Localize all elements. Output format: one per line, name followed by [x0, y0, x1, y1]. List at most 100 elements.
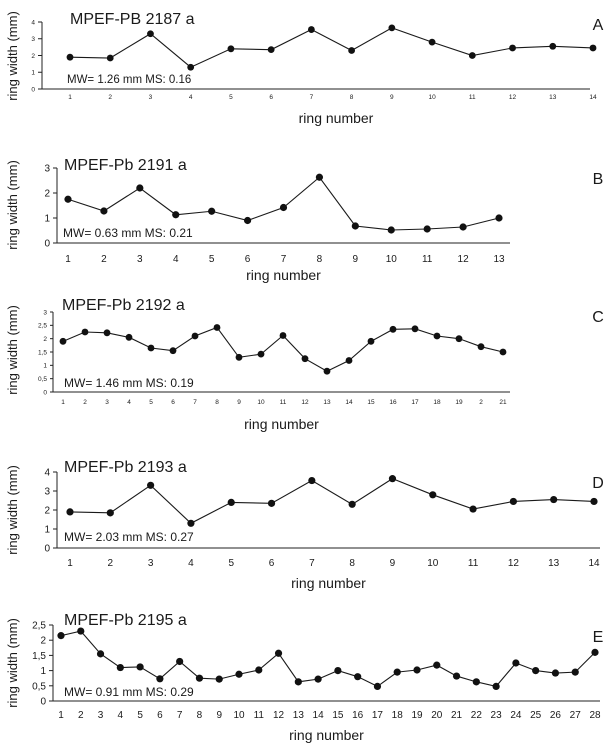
- x-tick-label: 7: [281, 254, 287, 265]
- data-point: [156, 675, 164, 683]
- x-tick-label: 10: [427, 558, 439, 569]
- data-point: [429, 491, 437, 499]
- data-point: [455, 335, 463, 343]
- data-point: [571, 668, 579, 676]
- y-tick-label: 0: [43, 389, 47, 396]
- x-tick-label: 10: [233, 710, 245, 721]
- panel-title: MPEF-Pb 2193 a: [64, 459, 187, 476]
- data-point: [66, 53, 74, 61]
- x-tick-label: 17: [411, 399, 419, 406]
- data-point: [208, 207, 216, 215]
- x-tick-label: 9: [390, 94, 394, 101]
- data-point: [147, 30, 154, 38]
- x-tick-label: 9: [237, 399, 241, 406]
- x-tick-label: 3: [148, 558, 154, 569]
- x-tick-label: 7: [177, 710, 183, 721]
- data-point: [227, 498, 235, 506]
- x-tick-label: 23: [491, 710, 503, 721]
- x-tick-label: 3: [137, 254, 143, 265]
- x-axis-label: ring number: [299, 110, 374, 126]
- data-point: [509, 497, 517, 506]
- data-point: [433, 332, 441, 340]
- series-line: [60, 630, 596, 688]
- x-axis-label: ring number: [289, 727, 364, 743]
- x-tick-label: 13: [549, 94, 557, 101]
- data-point: [267, 46, 275, 54]
- x-axis-label: ring number: [244, 416, 319, 432]
- data-point: [215, 675, 223, 683]
- x-tick-label: 14: [313, 710, 325, 721]
- data-point: [57, 632, 65, 640]
- x-tick-label: 4: [188, 558, 194, 569]
- data-point: [452, 672, 461, 680]
- x-tick-label: 19: [411, 710, 423, 721]
- y-tick-label: 3: [44, 164, 50, 175]
- x-tick-label: 15: [332, 710, 344, 721]
- data-point: [279, 332, 287, 339]
- x-tick-label: 16: [352, 710, 364, 721]
- data-point: [348, 500, 356, 508]
- y-tick-label: 0: [31, 86, 35, 93]
- panel-title: MPEF-Pb 2191 a: [64, 157, 187, 174]
- x-tick-label: 5: [228, 558, 234, 569]
- stats-annotation: MW= 1.26 mm MS: 0.16: [67, 74, 191, 86]
- y-tick-label: 0: [44, 239, 50, 250]
- data-point: [59, 337, 67, 345]
- data-point: [509, 44, 516, 52]
- data-point: [187, 63, 195, 71]
- x-tick-label: 3: [105, 399, 109, 406]
- data-point: [354, 673, 362, 681]
- y-tick-label: 3: [31, 36, 35, 43]
- x-tick-label: 6: [157, 710, 163, 721]
- data-point: [294, 678, 302, 686]
- x-tick-label: 8: [215, 399, 219, 406]
- y-tick-label: 0: [40, 697, 46, 708]
- y-tick-label: 2: [40, 636, 46, 647]
- x-tick-label: 11: [469, 94, 476, 101]
- data-point: [235, 670, 243, 678]
- data-point: [66, 508, 74, 516]
- data-point: [428, 38, 436, 46]
- y-axis-label: ring width (mm): [5, 11, 20, 101]
- x-tick-label: 5: [149, 399, 153, 406]
- stats-annotation: MW= 1.46 mm MS: 0.19: [64, 376, 194, 390]
- x-tick-label: 9: [353, 254, 359, 265]
- y-tick-label: 2: [31, 53, 35, 60]
- x-tick-label: 7: [193, 399, 197, 406]
- data-point: [468, 52, 476, 59]
- x-tick-label: 4: [118, 710, 124, 721]
- x-tick-label: 24: [510, 710, 522, 721]
- x-tick-label: 28: [589, 710, 601, 721]
- panel-letter: D: [592, 475, 604, 492]
- data-point: [492, 682, 500, 691]
- data-point: [227, 45, 235, 53]
- y-tick-label: 2: [44, 506, 50, 517]
- data-point: [64, 195, 72, 203]
- y-tick-label: 1: [31, 70, 35, 77]
- data-point: [388, 475, 397, 483]
- y-tick-label: 3: [44, 487, 50, 498]
- x-tick-label: 10: [257, 399, 265, 406]
- x-tick-label: 8: [317, 254, 323, 265]
- y-tick-label: 4: [44, 468, 50, 479]
- panel-title: MPEF-Pb 2195 a: [64, 612, 187, 629]
- x-tick-label: 6: [269, 558, 275, 569]
- x-tick-label: 5: [209, 254, 215, 265]
- x-tick-label: 8: [197, 710, 203, 721]
- x-tick-label: 9: [216, 710, 222, 721]
- y-tick-label: 3: [43, 309, 47, 316]
- x-tick-label: 18: [433, 399, 441, 406]
- data-point: [307, 26, 315, 33]
- stats-annotation: MW= 2.03 mm MS: 0.27: [64, 530, 194, 544]
- data-point: [499, 348, 507, 356]
- data-point: [235, 353, 243, 361]
- data-point: [477, 343, 485, 351]
- x-tick-label: 12: [273, 710, 285, 721]
- x-tick-label: 16: [389, 399, 397, 406]
- y-axis-label: ring width (mm): [5, 160, 20, 250]
- x-tick-label: 13: [548, 558, 560, 569]
- panel-letter: A: [593, 17, 604, 34]
- panel-c: 00,511,522,531 2 3 4 5 6 7 8 9 10 11 12 13 14 15 16 17 18…: [5, 297, 604, 432]
- y-tick-label: 0,5: [32, 681, 46, 692]
